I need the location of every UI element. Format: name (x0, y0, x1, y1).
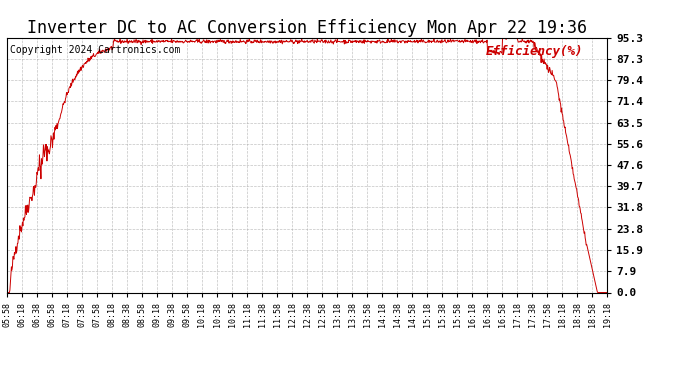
Text: Efficiency(%): Efficiency(%) (486, 45, 583, 58)
Text: Copyright 2024 Cartronics.com: Copyright 2024 Cartronics.com (10, 45, 180, 55)
Title: Inverter DC to AC Conversion Efficiency Mon Apr 22 19:36: Inverter DC to AC Conversion Efficiency … (27, 20, 587, 38)
